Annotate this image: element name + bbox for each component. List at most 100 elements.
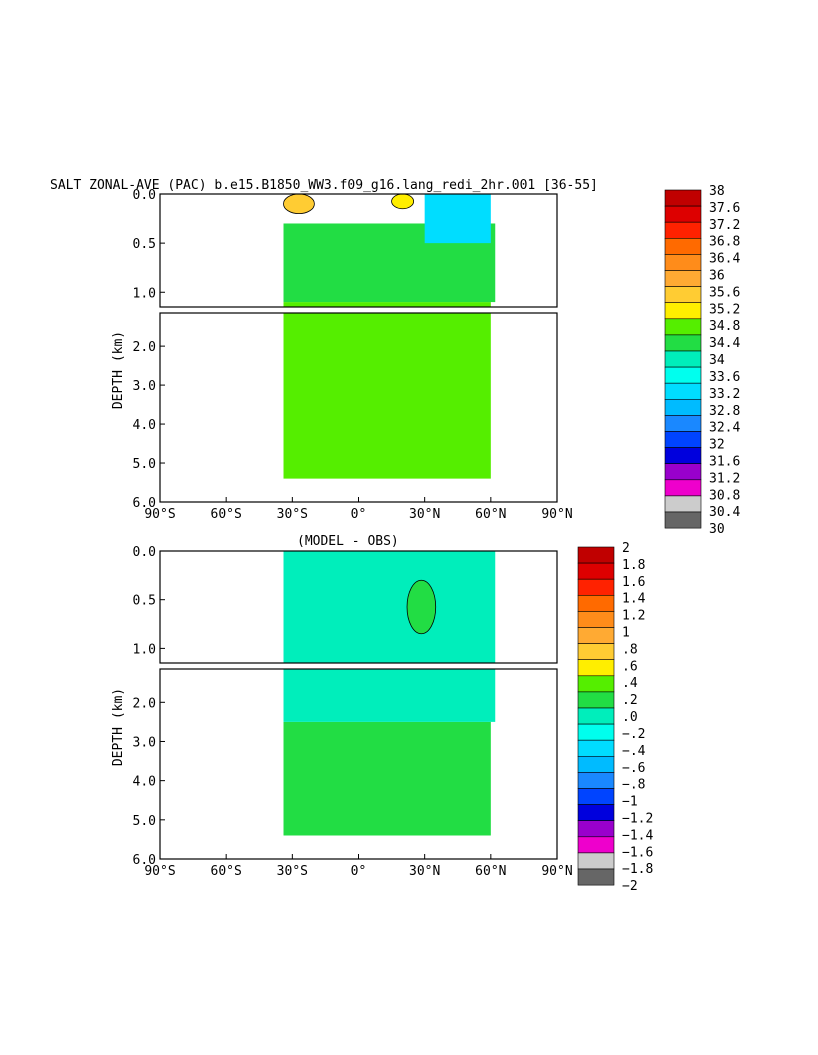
colorbar-swatch [664, 302, 702, 320]
figure-title: SALT ZONAL-AVE (PAC) b.e15.B1850_WW3.f09… [50, 178, 598, 193]
colorbar-swatch [664, 447, 702, 465]
colorbar-label: 1.6 [622, 575, 645, 590]
colorbar-label: −1 [622, 795, 638, 810]
colorbar-label: 34 [709, 353, 725, 368]
colorbar-swatch [577, 852, 615, 870]
colorbar-label: 35.6 [709, 285, 740, 300]
y-tick-label: 3.0 [133, 735, 156, 750]
colorbar-swatch [577, 755, 615, 773]
colorbar-swatch [577, 723, 615, 741]
region-upper-lower [283, 669, 496, 722]
colorbar-swatch [664, 334, 702, 352]
colorbar-swatch [577, 836, 615, 854]
y-axis-label: DEPTH (km) [111, 331, 126, 409]
colorbar-swatch [577, 643, 615, 660]
colorbar-label: 36 [709, 269, 725, 284]
colorbar-swatch [664, 189, 702, 207]
colorbar-swatch [577, 611, 615, 628]
colorbar-label: 1 [622, 626, 630, 641]
colorbar-label: .2 [622, 693, 638, 708]
colorbar-label: 32.4 [709, 421, 740, 436]
y-tick-label: 4.0 [133, 418, 156, 433]
colorbar-swatch [577, 562, 615, 580]
colorbar-swatch [664, 415, 702, 432]
colorbar-swatch [664, 382, 702, 400]
figure-subtitle: (MODEL - OBS) [297, 534, 399, 549]
x-tick-label: 60°N [475, 864, 506, 879]
colorbar-swatch [577, 804, 615, 821]
colorbar-swatch [577, 675, 615, 693]
y-tick-label: 4.0 [133, 775, 156, 790]
colorbar-swatch [664, 238, 702, 255]
colorbar-label: 30.8 [709, 488, 740, 503]
colorbar-swatch [577, 691, 615, 709]
colorbar-swatch [664, 350, 702, 368]
x-tick-label: 0° [351, 864, 367, 879]
colorbar-label: 34.4 [709, 336, 740, 351]
colorbar-label: −.6 [622, 761, 645, 776]
y-tick-label: 5.0 [133, 814, 156, 829]
colorbar-swatch [664, 286, 702, 304]
upper-axis-box [159, 550, 558, 664]
colorbar-swatch [664, 318, 702, 336]
x-tick-label: 90°S [144, 507, 175, 522]
colorbar-label: 31.2 [709, 471, 740, 486]
colorbar-label: 1.8 [622, 558, 645, 573]
colorbar-label: 32 [709, 438, 725, 453]
colorbar-label: 33.2 [709, 387, 740, 402]
y-tick-label: 5.0 [133, 457, 156, 472]
model-minus-obs-panel: 90°S 60°S 30°S 0° 30°N 60°N 90°N0.00.51.02.03.… [111, 541, 653, 894]
x-tick-label: 90°S [144, 864, 175, 879]
colorbar-label: −.2 [622, 727, 645, 742]
y-axis-label: DEPTH (km) [111, 688, 126, 766]
colorbar-label: .8 [622, 642, 638, 657]
colorbar-swatch [577, 772, 615, 789]
colorbar-label: 38 [709, 184, 725, 199]
colorbar-label: 35.2 [709, 302, 740, 317]
y-tick-label: 0.5 [133, 594, 156, 609]
colorbar-swatch [577, 707, 615, 725]
x-tick-label: 60°S [211, 507, 242, 522]
region-deep-lower [283, 313, 491, 479]
colorbar-label: 1.2 [622, 609, 645, 624]
region-subtropical-south-upper [283, 193, 315, 215]
region-deep-upper [283, 302, 491, 307]
y-tick-label: 3.0 [133, 379, 156, 394]
colorbar-label: 32.8 [709, 404, 740, 419]
x-tick-label: 30°N [409, 864, 440, 879]
region-upper-upper [283, 551, 496, 663]
x-tick-label: 30°N [409, 507, 440, 522]
colorbar-label: 37.2 [709, 218, 740, 233]
colorbar-swatch [577, 659, 615, 677]
colorbar-swatch [664, 431, 702, 448]
region-mid-patch-upper [406, 579, 437, 635]
x-tick-label: 90°N [541, 864, 572, 879]
region-subtropical-north-upper [391, 193, 415, 210]
y-tick-label: 2.0 [133, 340, 156, 355]
colorbar-label: −1.6 [622, 845, 653, 860]
colorbar-label: 30 [709, 522, 725, 537]
x-tick-label: 30°S [277, 507, 308, 522]
colorbar-swatch [664, 254, 702, 271]
x-tick-label: 60°S [211, 864, 242, 879]
colorbar-label: −.8 [622, 778, 645, 793]
colorbar-label: −2 [622, 879, 638, 894]
colorbar-label: 34.8 [709, 319, 740, 334]
colorbar-label: −.4 [622, 744, 646, 759]
colorbar-label: 36.8 [709, 235, 740, 250]
colorbar-swatch [664, 511, 702, 529]
colorbar-swatch [664, 270, 702, 287]
colorbar-label: −1.4 [622, 828, 653, 843]
colorbar-label: 37.6 [709, 201, 740, 216]
y-tick-label: 0.0 [133, 545, 156, 560]
colorbar-label: −1.8 [622, 862, 653, 877]
colorbar-label: 2 [622, 541, 630, 556]
colorbar-swatch [664, 463, 702, 481]
x-tick-label: 90°N [541, 507, 572, 522]
colorbar-swatch [577, 578, 615, 596]
colorbar-label: .0 [622, 710, 638, 725]
upper-axis-box [159, 193, 558, 308]
colorbar-swatch [664, 398, 702, 416]
colorbar-swatch [577, 627, 615, 644]
